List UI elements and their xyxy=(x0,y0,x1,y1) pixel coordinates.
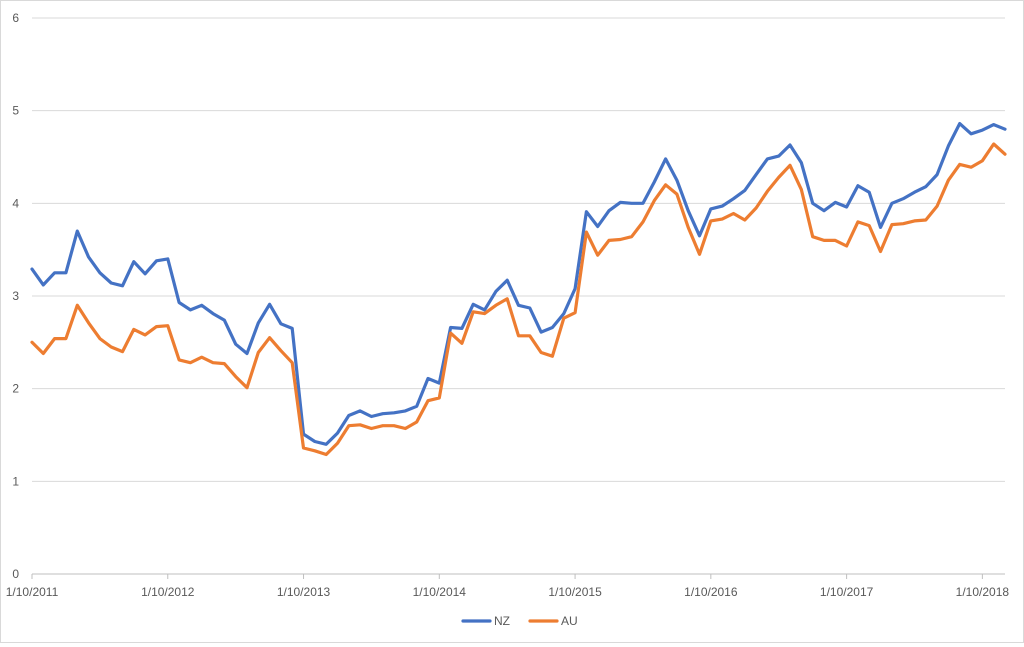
series-line-au xyxy=(30,142,1007,457)
x-axis: 1/10/2011 1/10/2012 1/10/2013 1/10/2014 1/10… xyxy=(6,574,1010,599)
x-tick-label: 1/10/2016 xyxy=(684,585,738,599)
y-tick-label: 1 xyxy=(12,474,19,488)
x-tick-label: 1/10/2018 xyxy=(956,585,1010,599)
y-tick-label: 5 xyxy=(12,104,19,118)
series-lines xyxy=(30,121,1007,457)
legend-label-au: AU xyxy=(561,614,578,628)
gridlines xyxy=(32,17,1005,575)
legend: NZ AU xyxy=(461,614,578,628)
x-tick-label: 1/10/2011 xyxy=(6,585,59,599)
series-line-nz xyxy=(30,121,1007,446)
x-tick-label: 1/10/2017 xyxy=(820,585,874,599)
legend-label-nz: NZ xyxy=(494,614,510,628)
y-tick-label: 6 xyxy=(12,11,19,25)
y-axis: 0 1 2 3 4 5 6 xyxy=(12,11,19,581)
y-tick-label: 3 xyxy=(12,289,19,303)
x-tick-label: 1/10/2015 xyxy=(548,585,602,599)
x-tick-label: 1/10/2014 xyxy=(413,585,467,599)
y-tick-label: 4 xyxy=(12,196,19,210)
x-tick-label: 1/10/2013 xyxy=(277,585,331,599)
x-tick-label: 1/10/2012 xyxy=(141,585,195,599)
y-tick-label: 0 xyxy=(12,567,19,581)
y-tick-label: 2 xyxy=(12,382,19,396)
